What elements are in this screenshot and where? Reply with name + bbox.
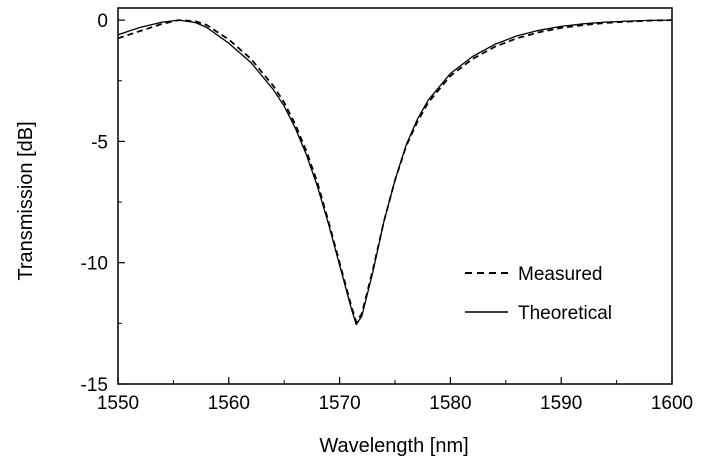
x-tick-label: 1570 (318, 393, 360, 414)
legend: Measured Theoretical (465, 264, 612, 324)
series-group (117, 19, 673, 326)
x-axis-title: Wavelength [nm] (319, 435, 468, 457)
legend-label-theoretical: Theoretical (518, 303, 612, 324)
legend-label-measured: Measured (518, 264, 603, 285)
x-tick-label: 1580 (429, 393, 471, 414)
y-tick-label: -5 (91, 132, 108, 153)
series-line-theoretical (117, 19, 673, 326)
x-tick-label: 1560 (208, 393, 250, 414)
x-tick-label: 1600 (651, 393, 693, 414)
x-tick-label: 1590 (540, 393, 582, 414)
y-axis-ticks: 0 -5 -10 -15 (81, 11, 125, 396)
y-tick-label: -15 (81, 375, 108, 396)
x-axis-ticks: 1550 1560 1570 1580 1590 1600 (97, 377, 693, 414)
plot-frame-group (117, 7, 673, 385)
y-axis-title: Transmission [dB] (15, 121, 37, 280)
y-tick-label: -10 (81, 254, 108, 275)
y-tick-label: 0 (97, 11, 108, 32)
x-tick-label: 1550 (97, 393, 139, 414)
plot-frame (117, 7, 673, 385)
